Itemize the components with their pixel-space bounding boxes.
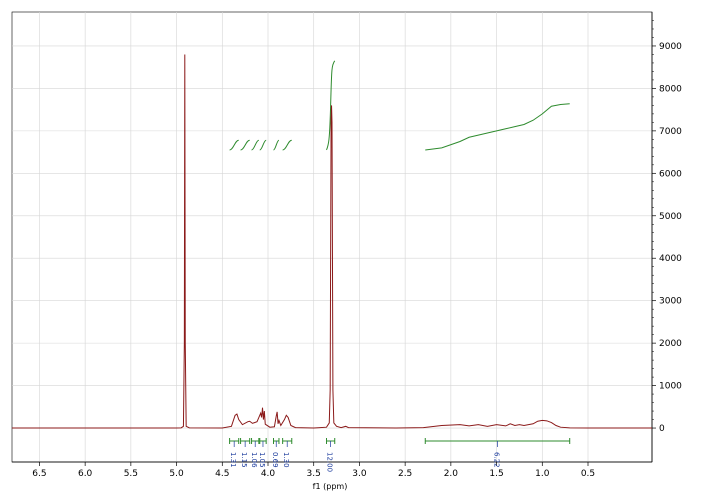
grid-lines bbox=[12, 12, 652, 462]
integral-value-label: 6.22 bbox=[492, 452, 500, 468]
x-axis-title: f1 (ppm) bbox=[313, 482, 348, 491]
x-tick-label: 5.5 bbox=[124, 469, 138, 479]
y-tick-label: 6000 bbox=[659, 169, 682, 179]
integral-curve bbox=[259, 139, 267, 151]
y-tick-label: 2000 bbox=[659, 339, 682, 349]
integral-value-label: 1.31 bbox=[229, 452, 237, 468]
spectrum-series-line bbox=[12, 54, 652, 429]
y-tick-label: 5000 bbox=[659, 212, 682, 222]
x-tick-label: 3.0 bbox=[352, 469, 367, 479]
x-tick-label: 1.0 bbox=[535, 469, 550, 479]
integral-layer: 1.31 1.15 1.06 1.05 0.69 1.30 12.00 6.22 bbox=[229, 60, 571, 472]
integral-value-label: 1.05 bbox=[258, 452, 266, 468]
integral-curve bbox=[229, 139, 239, 151]
integral-curve bbox=[251, 139, 260, 151]
integral-curve bbox=[273, 139, 280, 151]
x-tick-label: 3.5 bbox=[307, 469, 321, 479]
y-tick-label: 3000 bbox=[659, 297, 682, 307]
integral-value-label: 0.69 bbox=[271, 452, 279, 468]
integral-curve bbox=[282, 139, 292, 151]
x-tick-label: 6.0 bbox=[78, 469, 93, 479]
x-axis-ticks: 6.5 6.0 5.5 5.0 4.5 4.0 3.5 3.0 2.5 2.0 1.5 1.0 0.5 bbox=[32, 462, 595, 479]
y-axis-ticks: 9000 8000 7000 6000 5000 4000 3000 2000 1000 0 bbox=[652, 20, 682, 434]
x-tick-label: 4.0 bbox=[261, 469, 276, 479]
y-tick-label: 8000 bbox=[659, 84, 682, 94]
y-tick-label: 7000 bbox=[659, 127, 682, 137]
y-tick-label: 0 bbox=[659, 424, 665, 434]
integral-curve bbox=[240, 139, 250, 151]
x-tick-label: 2.5 bbox=[398, 469, 412, 479]
x-tick-label: 1.5 bbox=[489, 469, 503, 479]
x-tick-label: 0.5 bbox=[581, 469, 595, 479]
y-tick-label: 1000 bbox=[659, 382, 682, 392]
x-tick-label: 5.0 bbox=[169, 469, 184, 479]
y-tick-label: 4000 bbox=[659, 254, 682, 264]
integral-value-label: 1.30 bbox=[282, 452, 290, 468]
x-tick-label: 2.0 bbox=[444, 469, 459, 479]
integral-curve bbox=[326, 60, 336, 151]
integral-value-label: 1.06 bbox=[250, 452, 258, 468]
integral-curve bbox=[425, 103, 570, 151]
y-tick-label: 9000 bbox=[659, 42, 682, 52]
integral-value-label: 1.15 bbox=[240, 452, 248, 468]
x-tick-label: 4.5 bbox=[215, 469, 229, 479]
series-layer bbox=[12, 54, 652, 429]
integral-value-label: 12.00 bbox=[326, 452, 334, 472]
x-tick-label: 6.5 bbox=[32, 469, 46, 479]
